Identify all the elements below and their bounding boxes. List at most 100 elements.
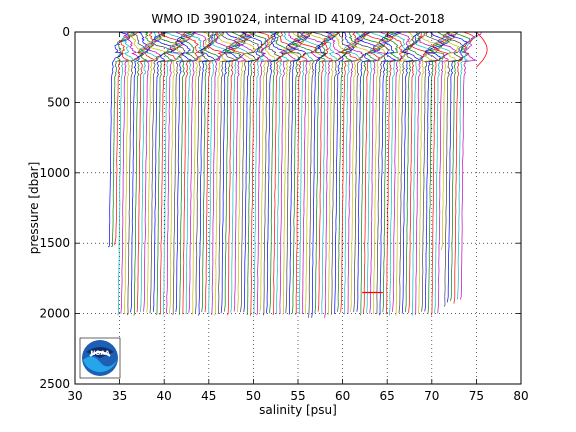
profile-line xyxy=(388,32,407,316)
profile-line xyxy=(363,32,388,314)
profile-line xyxy=(233,32,256,312)
profile-line xyxy=(269,32,294,314)
profile-line xyxy=(117,32,137,316)
profile-line xyxy=(317,32,341,312)
profile-line xyxy=(178,32,197,315)
profile-line xyxy=(372,32,397,315)
profile-line xyxy=(376,32,401,315)
profile-line xyxy=(417,32,442,314)
profile-line xyxy=(241,32,263,313)
profile-line xyxy=(230,32,254,313)
profile-line xyxy=(353,32,376,313)
chart-title: WMO ID 3901024, internal ID 4109, 24-Oct… xyxy=(151,12,444,26)
profile-line xyxy=(211,32,236,315)
y-tick-labels: 0 500 1000 1500 2000 2500 xyxy=(39,25,70,391)
profile-line xyxy=(382,32,400,313)
profile-line xyxy=(208,32,232,315)
profile-line xyxy=(349,32,373,312)
profile-line xyxy=(281,32,304,315)
profile-line xyxy=(127,32,149,316)
profile-line xyxy=(152,32,177,312)
y-tick-label: 0 xyxy=(62,25,70,39)
profile-line xyxy=(330,32,352,315)
profile-line xyxy=(366,32,390,314)
profile-line xyxy=(107,32,131,248)
profile-line xyxy=(275,32,299,315)
profile-line xyxy=(285,32,308,314)
y-tick-label: 1500 xyxy=(39,236,70,250)
y-tick-label: 500 xyxy=(47,95,70,109)
x-tick-labels: 30 35 40 45 50 55 60 65 70 75 80 xyxy=(67,389,528,403)
profile-line xyxy=(288,32,310,315)
profile-line xyxy=(217,32,241,315)
profile-line xyxy=(256,32,277,316)
profile-line xyxy=(220,32,246,314)
profile-line xyxy=(356,32,381,312)
profile-line xyxy=(294,32,318,315)
x-tick-label: 55 xyxy=(290,389,305,403)
x-tick-label: 40 xyxy=(157,389,172,403)
profile-line xyxy=(198,32,217,316)
profile-line xyxy=(359,32,385,316)
profile-line xyxy=(172,32,197,316)
profile-line xyxy=(401,32,422,314)
profile-line xyxy=(143,32,161,312)
y-tick-label: 2000 xyxy=(39,307,70,321)
profile-line xyxy=(165,32,191,314)
profile-line xyxy=(447,32,469,303)
profile-line xyxy=(259,32,280,312)
y-axis-title: pressure [dbar] xyxy=(27,162,41,255)
profile-line xyxy=(182,32,200,315)
profile-line xyxy=(424,32,449,312)
profile-line xyxy=(476,32,488,68)
x-tick-label: 65 xyxy=(380,389,395,403)
profile-line xyxy=(340,32,360,313)
x-tick-label: 75 xyxy=(469,389,484,403)
profile-line xyxy=(414,32,440,315)
profile-line xyxy=(298,32,322,315)
profile-line xyxy=(124,32,147,315)
profile-line xyxy=(188,32,207,313)
profile-line xyxy=(411,32,435,316)
profile-line xyxy=(262,32,281,316)
profile-line xyxy=(191,32,211,315)
profile-line xyxy=(246,32,267,316)
profile-line xyxy=(327,32,349,316)
profile-line xyxy=(278,32,303,315)
x-tick-label: 35 xyxy=(112,389,127,403)
profile-line xyxy=(459,32,482,300)
profile-line xyxy=(139,32,160,312)
profile-line xyxy=(204,32,224,312)
profile-line xyxy=(291,32,313,314)
profile-line xyxy=(439,32,460,251)
profile-line xyxy=(149,32,173,314)
noaa-logo-icon: NOAA xyxy=(79,337,121,379)
x-tick-label: 70 xyxy=(424,389,439,403)
y-tick-label: 1000 xyxy=(39,166,70,180)
profile-line xyxy=(266,32,288,314)
profile-line xyxy=(392,32,411,312)
profile-line xyxy=(427,32,452,314)
profile-line xyxy=(395,32,413,316)
x-tick-label: 45 xyxy=(201,389,216,403)
profile-line xyxy=(385,32,405,315)
profile-line xyxy=(114,32,138,245)
profile-line xyxy=(379,32,402,316)
profile-line xyxy=(369,32,393,314)
profile-line xyxy=(239,32,260,313)
profile-line xyxy=(442,32,464,307)
profile-line xyxy=(453,32,476,304)
profile-line xyxy=(169,32,194,314)
profile-line xyxy=(249,32,271,316)
x-tick-label: 60 xyxy=(335,389,350,403)
x-tick-label: 30 xyxy=(67,389,82,403)
profile-line xyxy=(253,32,276,315)
profile-line xyxy=(130,32,151,313)
axis-ticks xyxy=(74,31,522,385)
x-axis-title: salinity [psu] xyxy=(259,403,337,417)
profile-line xyxy=(314,32,339,314)
profile-line xyxy=(175,32,197,312)
x-tick-label: 50 xyxy=(246,389,261,403)
profile-line xyxy=(162,32,188,315)
